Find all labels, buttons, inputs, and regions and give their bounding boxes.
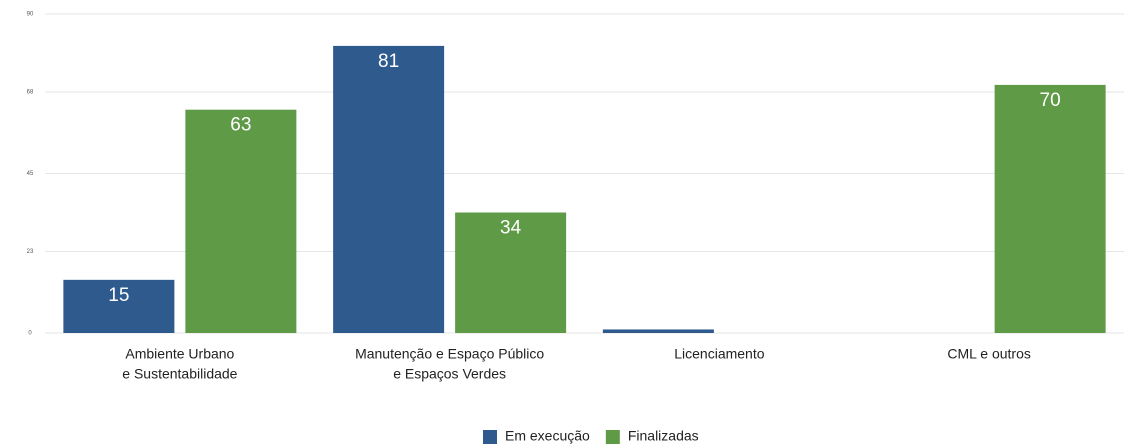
value-label: 81 [378, 51, 399, 72]
y-tick-label: 23 [27, 249, 34, 255]
y-tick-label: 0 [28, 331, 32, 337]
bar [455, 212, 567, 333]
bar [333, 45, 445, 334]
x-tick-label: Manutenção e Espaço Público [355, 346, 544, 362]
value-label: 70 [1040, 90, 1061, 111]
legend-swatch [483, 430, 497, 444]
value-label: 34 [500, 218, 522, 239]
bar [602, 329, 714, 333]
legend-label: Em execução [505, 428, 590, 444]
legend-label: Finalizadas [628, 428, 699, 444]
x-tick-label: e Sustentabilidade [122, 366, 237, 382]
bar [185, 109, 297, 333]
x-tick-label: Ambiente Urbano [125, 346, 234, 362]
legend-swatch [605, 430, 620, 444]
bar [63, 279, 175, 333]
y-tick-label: 90 [27, 12, 34, 18]
value-label: 15 [108, 285, 129, 306]
x-tick-label: Licenciamento [674, 346, 764, 362]
x-tick-label: e Espaços Verdes [393, 366, 506, 382]
x-tick-label: CML e outros [947, 346, 1031, 362]
value-label: 63 [230, 115, 251, 136]
bar [994, 84, 1106, 333]
y-tick-label: 68 [27, 90, 34, 96]
y-tick-label: 45 [27, 171, 34, 177]
